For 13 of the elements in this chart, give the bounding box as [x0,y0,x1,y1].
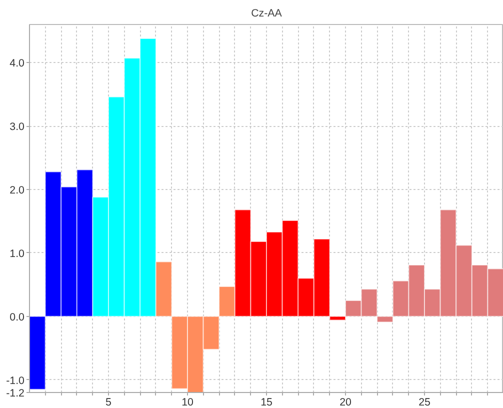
y-tick-label: -1.2 [6,388,25,400]
y-tick-label: -1.0 [6,374,25,387]
chart-title: Cz-AA [251,8,283,20]
x-tick-label: 5 [106,396,112,408]
x-tick-label: 25 [418,396,430,408]
y-tick-label: 4.0 [10,58,25,70]
y-tick-label: 2.0 [10,184,25,196]
x-tick-label: 15 [260,396,272,408]
y-tick-label: 0.0 [10,311,25,324]
x-tick-label: 20 [340,396,352,408]
y-tick-label: 1.0 [10,248,25,260]
x-tick-label: 10 [182,396,194,408]
y-tick-label: 3.0 [10,121,25,134]
